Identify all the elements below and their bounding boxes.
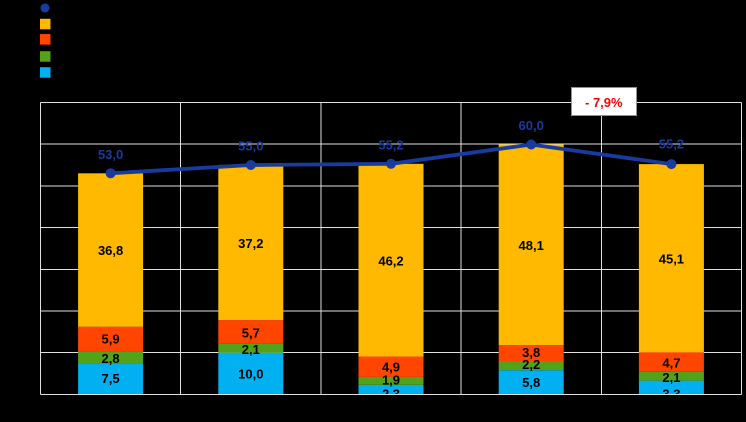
- svg-text:36,8: 36,8: [98, 243, 123, 258]
- svg-text:55,0: 55,0: [238, 139, 263, 154]
- svg-text:4,9: 4,9: [382, 360, 400, 375]
- svg-text:48,1: 48,1: [519, 238, 544, 253]
- svg-text:46,2: 46,2: [378, 253, 403, 268]
- svg-text:10,0: 10,0: [238, 366, 263, 381]
- svg-text:5,9: 5,9: [102, 332, 120, 347]
- svg-text:2,1: 2,1: [662, 370, 680, 385]
- svg-text:5,8: 5,8: [522, 375, 540, 390]
- svg-text:2,1: 2,1: [242, 342, 260, 357]
- svg-text:2,8: 2,8: [102, 351, 120, 366]
- svg-text:4,7: 4,7: [662, 356, 680, 371]
- svg-text:- 7,9%: - 7,9%: [585, 95, 623, 110]
- svg-text:45,1: 45,1: [659, 251, 684, 266]
- svg-text:5,7: 5,7: [242, 325, 260, 340]
- svg-text:3,3: 3,3: [662, 386, 680, 401]
- svg-text:60,0: 60,0: [519, 118, 544, 133]
- svg-text:55,2: 55,2: [659, 137, 684, 152]
- svg-text:2,3: 2,3: [382, 386, 400, 401]
- svg-text:7,5: 7,5: [102, 371, 120, 386]
- svg-text:3,8: 3,8: [522, 345, 540, 360]
- svg-text:1,9: 1,9: [382, 373, 400, 388]
- svg-text:37,2: 37,2: [238, 236, 263, 251]
- svg-text:55,2: 55,2: [378, 137, 403, 152]
- svg-text:53,0: 53,0: [98, 147, 123, 162]
- svg-text:2,2: 2,2: [522, 357, 540, 372]
